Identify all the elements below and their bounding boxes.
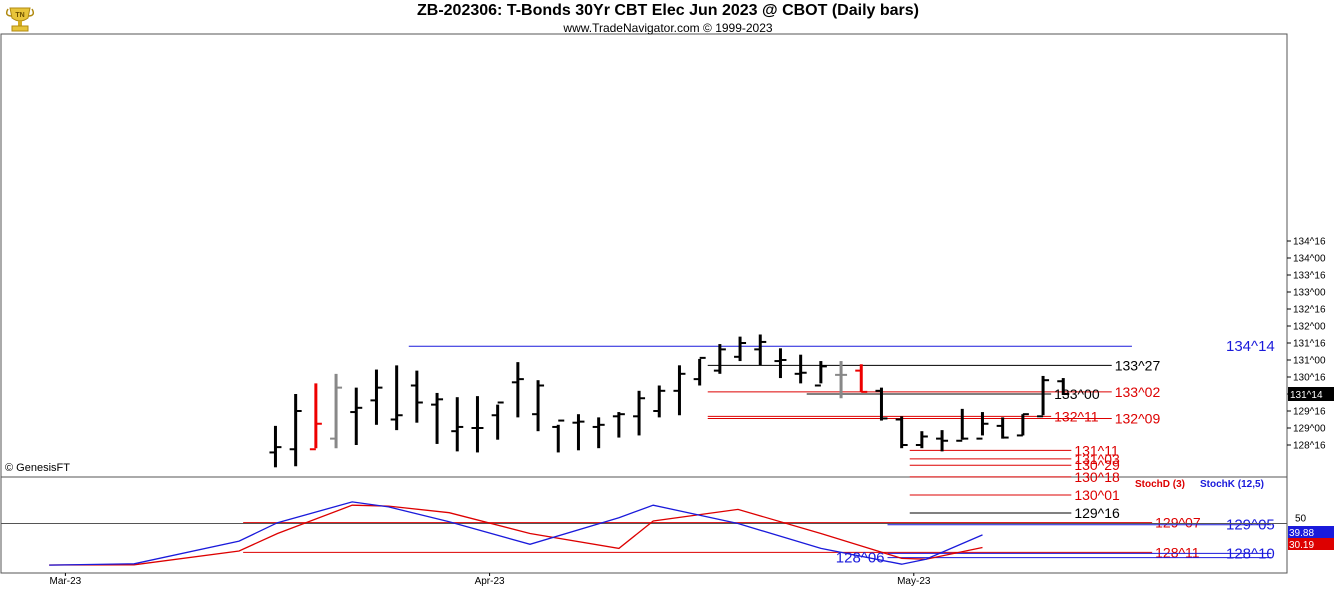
y-tick-label: 134^00 <box>1293 254 1326 265</box>
x-tick-label: May-23 <box>897 576 931 587</box>
level-label: 132^09 <box>1115 410 1161 426</box>
x-tick-label: Apr-23 <box>475 576 505 587</box>
stochk-legend: StochK (12,5) <box>1200 479 1264 490</box>
trade-navigator-logo-icon: TN <box>5 7 35 32</box>
ohlc-bar <box>936 430 949 452</box>
svg-text:TN: TN <box>15 12 24 19</box>
level-label: 134^14 <box>1226 338 1275 355</box>
y-tick-label: 131^00 <box>1293 356 1326 367</box>
stochk-line <box>49 501 983 566</box>
ohlc-bar <box>734 336 747 362</box>
level-label: 130^29 <box>1074 457 1120 473</box>
ohlc-bar <box>370 369 383 425</box>
ohlc-bar <box>289 394 302 467</box>
level-label: 131^11 <box>1074 442 1119 458</box>
oscillator-panel-frame <box>0 476 1288 574</box>
level-label: 133^00 <box>1054 386 1100 402</box>
stochk-last-box <box>1288 526 1334 538</box>
ohlc-bar <box>390 365 403 431</box>
level-label: 131^03 <box>1074 451 1120 467</box>
ohlc-bar <box>713 344 726 374</box>
ohlc-bar <box>673 365 686 416</box>
ohlc-bar <box>309 383 322 451</box>
ohlc-bar <box>451 397 464 452</box>
ohlc-bar <box>915 431 928 449</box>
ohlc-bar <box>491 401 504 440</box>
level-label: 130^01 <box>1074 487 1120 503</box>
stochd-line <box>49 504 983 566</box>
level-label: 132^11 <box>1054 408 1099 424</box>
ohlc-bar <box>612 412 625 438</box>
y-tick-label: 130^16 <box>1293 373 1326 384</box>
stochk-last-value: 39.88 <box>1289 528 1314 539</box>
ohlc-bar <box>956 408 969 442</box>
ohlc-bar <box>653 385 666 418</box>
ohlc-bar <box>471 396 484 453</box>
level-label: 133^02 <box>1115 384 1161 400</box>
level-label: 130^18 <box>1074 469 1120 485</box>
ohlc-bar <box>976 412 989 440</box>
ohlc-bar <box>855 364 868 393</box>
y-tick-label: 132^16 <box>1293 305 1326 316</box>
ohlc-bar <box>269 425 282 468</box>
genesis-watermark: © GenesisFT <box>5 462 70 474</box>
ohlc-bar <box>794 354 807 384</box>
y-tick-label: 133^00 <box>1293 288 1326 299</box>
stochd-legend: StochD (3) <box>1135 479 1185 490</box>
ohlc-bar <box>754 334 767 366</box>
ohlc-bar <box>895 416 908 449</box>
oscillator-ref-label: 50 <box>1295 514 1307 525</box>
y-tick-label: 134^16 <box>1293 237 1326 248</box>
level-label: 128^10 <box>1226 545 1275 562</box>
ohlc-bar <box>572 414 585 451</box>
ohlc-bar <box>1057 378 1070 396</box>
last-price-marker <box>1288 387 1334 401</box>
x-tick-label: Mar-23 <box>50 576 82 587</box>
stochd-last-value: 30.19 <box>1289 540 1314 551</box>
level-label: 129^05 <box>1226 517 1275 534</box>
y-tick-label: 128^16 <box>1293 441 1326 452</box>
ohlc-bar <box>330 373 343 449</box>
ohlc-bar <box>835 361 848 399</box>
level-label: 129^16 <box>1074 505 1120 521</box>
ohlc-bar <box>431 392 444 444</box>
y-tick-label: 129^00 <box>1293 424 1326 435</box>
stochd-last-box <box>1288 538 1334 550</box>
ohlc-bar <box>350 387 363 445</box>
ohlc-bar <box>814 361 827 387</box>
ohlc-bar <box>633 390 646 436</box>
ohlc-bar <box>774 348 787 379</box>
ohlc-bar <box>532 380 545 432</box>
y-tick-label: 132^00 <box>1293 322 1326 333</box>
y-tick-label: 131^16 <box>1293 339 1326 350</box>
y-tick-label: 133^16 <box>1293 271 1326 282</box>
ohlc-bar <box>693 356 706 386</box>
ohlc-bar <box>592 417 605 449</box>
ohlc-bar <box>1016 413 1029 437</box>
y-tick-label: 129^16 <box>1293 407 1326 418</box>
ohlc-bar <box>996 417 1009 439</box>
last-price-label: 131^14 <box>1290 390 1323 401</box>
chart-title: ZB-202306: T-Bonds 30Yr CBT Elec Jun 202… <box>417 2 919 19</box>
level-label: 128^11 <box>1155 544 1200 560</box>
ohlc-bar <box>511 362 524 418</box>
level-label: 133^27 <box>1115 357 1161 373</box>
level-label: 129^07 <box>1155 515 1201 531</box>
ohlc-bar <box>1037 375 1050 418</box>
ohlc-bar <box>552 419 565 453</box>
ohlc-bar <box>410 370 423 423</box>
chart-subtitle: www.TradeNavigator.com © 1999-2023 <box>563 21 773 35</box>
ohlc-bar <box>875 387 888 421</box>
